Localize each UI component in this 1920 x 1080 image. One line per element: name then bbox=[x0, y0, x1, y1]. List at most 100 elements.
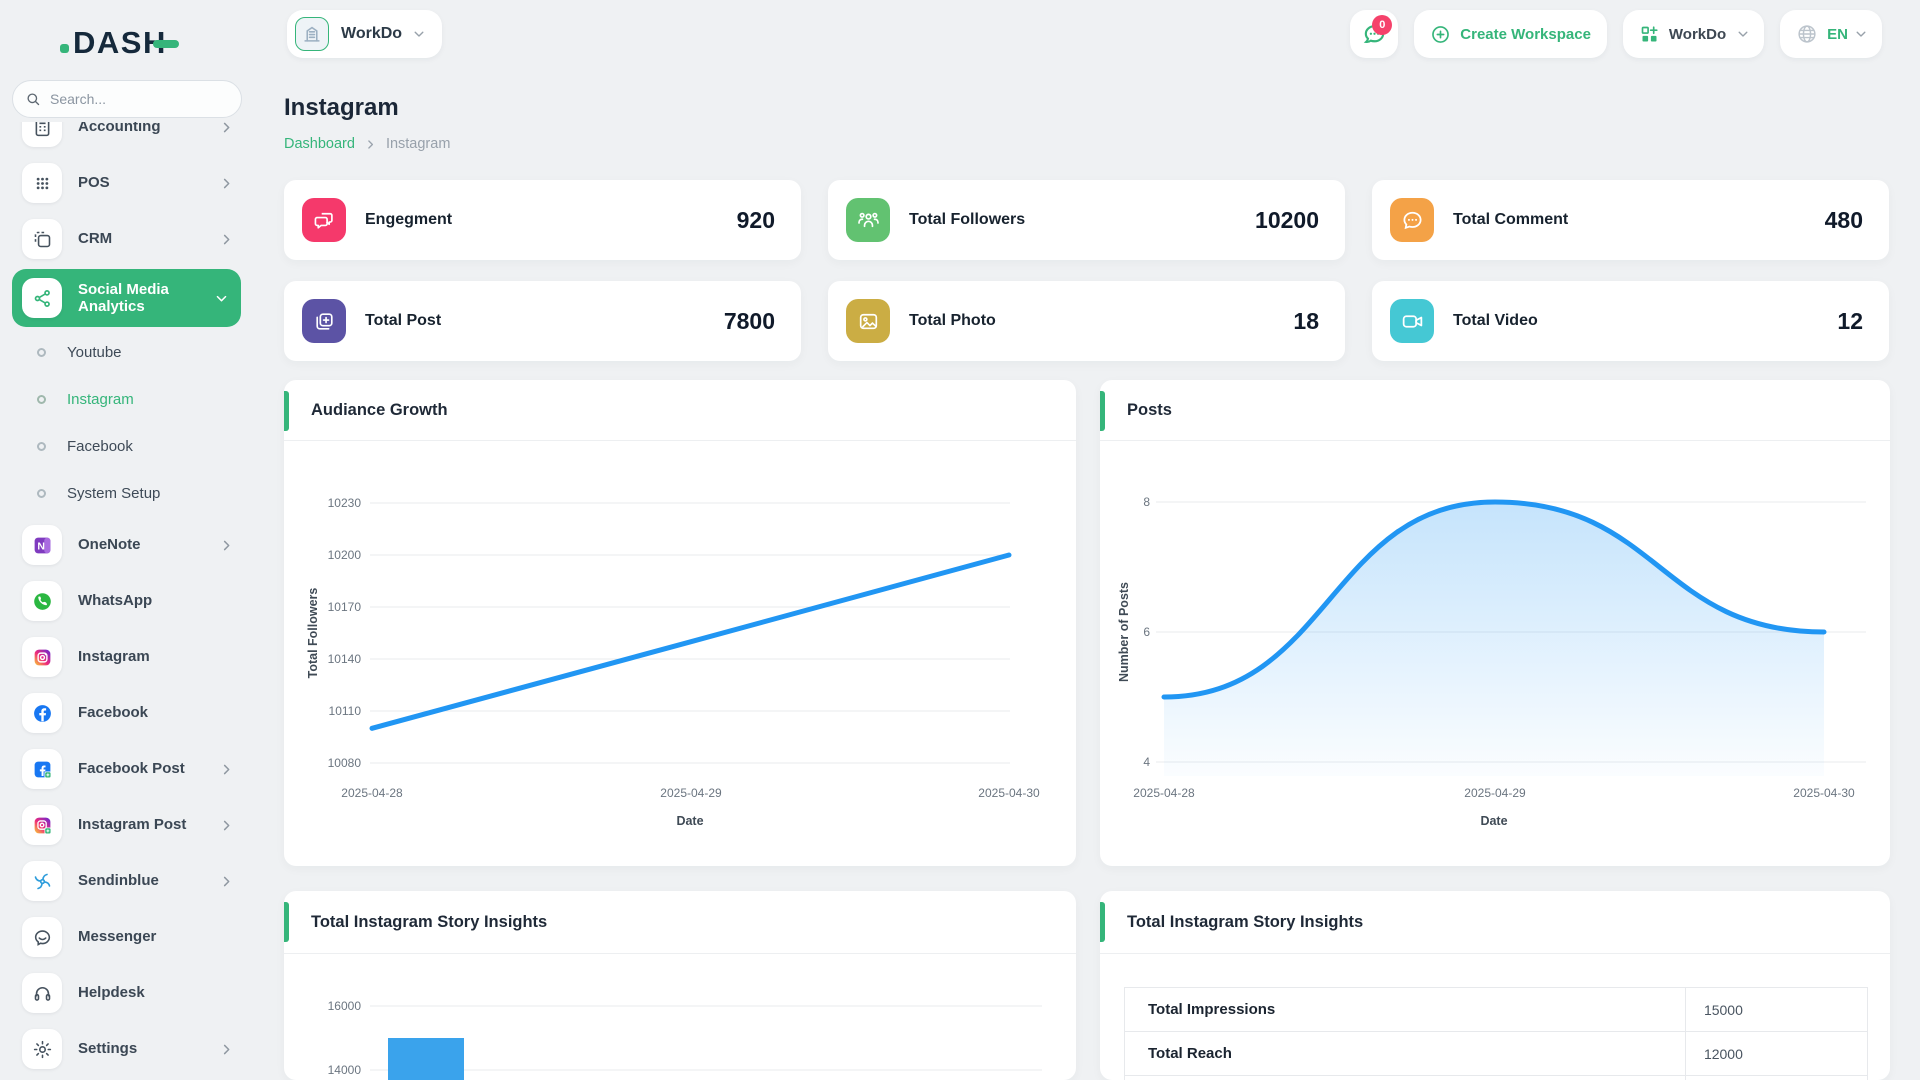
chevron-down-icon bbox=[1854, 27, 1868, 41]
chevron-right-icon bbox=[219, 762, 234, 777]
accent-bar bbox=[1100, 902, 1105, 942]
card-header: Total Instagram Story Insights bbox=[284, 891, 1076, 954]
logo-dash bbox=[152, 40, 179, 48]
stat-card-engegment[interactable]: Engegment 920 bbox=[284, 180, 801, 260]
sidebar-item-settings[interactable]: Settings bbox=[0, 1021, 254, 1077]
facebook-post-icon bbox=[22, 749, 62, 789]
svg-text:4: 4 bbox=[1143, 755, 1150, 769]
sidebar-item-label: WhatsApp bbox=[78, 592, 153, 610]
notifications-button[interactable]: 0 bbox=[1350, 10, 1399, 58]
workspace-switcher[interactable]: WorkDo bbox=[287, 10, 443, 58]
stat-label: Total Video bbox=[1453, 312, 1538, 329]
workspace-name: WorkDo bbox=[341, 25, 403, 42]
sidebar-item-label: Instagram Post bbox=[78, 816, 187, 834]
logo-dot bbox=[60, 43, 69, 53]
sidebar-item-onenote[interactable]: N OneNote bbox=[0, 517, 254, 573]
sidebar-item-facebook[interactable]: Facebook bbox=[0, 423, 254, 470]
plus-circle-icon bbox=[1430, 24, 1451, 45]
sidebar-item-pos[interactable]: POS bbox=[0, 155, 254, 211]
sidebar-item-label: Instagram bbox=[78, 648, 150, 666]
logo-text: DASH bbox=[73, 25, 167, 60]
workdo-menu-label: WorkDo bbox=[1668, 25, 1727, 43]
svg-text:10140: 10140 bbox=[328, 652, 362, 666]
sidebar-menu: Accounting POS CRM Social Media Analytics Yo… bbox=[0, 122, 254, 1080]
svg-text:2025-04-28: 2025-04-28 bbox=[341, 786, 403, 800]
sidebar-item-facebook[interactable]: Facebook bbox=[0, 685, 254, 741]
social-media-analytics-icon bbox=[32, 288, 53, 309]
chevron-right-icon bbox=[364, 138, 377, 151]
sidebar-item-label: Social Media Analytics bbox=[78, 280, 169, 315]
instagram-icon bbox=[32, 647, 53, 668]
table-row: Total Reach 12000 bbox=[1125, 1032, 1867, 1076]
create-workspace-button[interactable]: Create Workspace bbox=[1414, 10, 1607, 58]
settings-icon bbox=[32, 1039, 53, 1060]
chevron-right-icon bbox=[219, 176, 234, 191]
sidebar-item-label: CRM bbox=[78, 230, 113, 248]
svg-text:8: 8 bbox=[1143, 495, 1150, 509]
bullet-icon bbox=[37, 395, 46, 404]
stat-card-total-comment[interactable]: Total Comment 480 bbox=[1372, 180, 1889, 260]
chevron-right-icon bbox=[219, 1042, 234, 1057]
sidebar-item-sendinblue[interactable]: Sendinblue bbox=[0, 853, 254, 909]
instagram-post-icon bbox=[22, 805, 62, 845]
pos-icon bbox=[22, 163, 62, 203]
svg-text:2025-04-29: 2025-04-29 bbox=[660, 786, 722, 800]
sidebar-item-label: Facebook Post bbox=[78, 760, 185, 778]
card-title: Posts bbox=[1127, 400, 1172, 419]
sidebar: DASH Accounting POS CRM Social Media Analyt… bbox=[0, 0, 254, 1080]
sidebar-item-accounting[interactable]: Accounting bbox=[0, 122, 254, 155]
bullet-icon bbox=[37, 489, 46, 498]
sidebar-item-label: Settings bbox=[78, 1040, 138, 1058]
sidebar-item-label: Facebook bbox=[67, 438, 133, 455]
stat-value: 18 bbox=[1293, 307, 1319, 334]
onenote-icon: N bbox=[32, 535, 53, 556]
card-title: Total Instagram Story Insights bbox=[311, 912, 548, 931]
chevron-right-icon bbox=[219, 818, 234, 833]
instagram-icon bbox=[22, 637, 62, 677]
stat-card-total-post[interactable]: Total Post 7800 bbox=[284, 281, 801, 361]
sidebar-item-facebook-post[interactable]: Facebook Post bbox=[0, 741, 254, 797]
svg-text:Number of Posts: Number of Posts bbox=[1117, 582, 1131, 682]
table-row-label: Total Reach bbox=[1125, 1032, 1686, 1075]
stat-card-total-photo[interactable]: Total Photo 18 bbox=[828, 281, 1345, 361]
search-icon bbox=[25, 91, 41, 107]
story-insights-chart-card: Total Instagram Story Insights 16000 1400… bbox=[284, 891, 1076, 1080]
sidebar-item-helpdesk[interactable]: Helpdesk bbox=[0, 965, 254, 1021]
svg-text:10080: 10080 bbox=[328, 756, 362, 770]
sidebar-item-instagram[interactable]: Instagram bbox=[0, 629, 254, 685]
svg-text:Date: Date bbox=[1480, 814, 1507, 828]
sidebar-item-label: POS bbox=[78, 174, 110, 192]
sidebar-item-instagram-post[interactable]: Instagram Post bbox=[0, 797, 254, 853]
sidebar-item-label: Helpdesk bbox=[78, 984, 145, 1002]
followers-icon bbox=[846, 198, 890, 242]
sidebar-item-crm[interactable]: CRM bbox=[0, 211, 254, 267]
stat-label: Engegment bbox=[365, 211, 453, 228]
card-header: Total Instagram Story Insights bbox=[1100, 891, 1890, 954]
app-logo[interactable]: DASH bbox=[60, 22, 179, 64]
language-selector[interactable]: EN bbox=[1780, 10, 1882, 58]
svg-text:10200: 10200 bbox=[328, 548, 362, 562]
sidebar-item-messenger[interactable]: Messenger bbox=[0, 909, 254, 965]
sidebar-item-youtube[interactable]: Youtube bbox=[0, 329, 254, 376]
sidebar-item-social-media-analytics[interactable]: Social Media Analytics bbox=[12, 269, 241, 327]
breadcrumb-dashboard-link[interactable]: Dashboard bbox=[284, 136, 355, 152]
stat-card-total-followers[interactable]: Total Followers 10200 bbox=[828, 180, 1345, 260]
sidebar-item-whatsapp[interactable]: WhatsApp bbox=[0, 573, 254, 629]
settings-icon bbox=[22, 1029, 62, 1069]
workdo-menu-button[interactable]: WorkDo bbox=[1622, 10, 1765, 58]
messenger-icon bbox=[32, 927, 53, 948]
svg-text:16000: 16000 bbox=[328, 999, 362, 1013]
chevron-down-icon bbox=[1736, 27, 1750, 41]
sidebar-item-system-setup[interactable]: System Setup bbox=[0, 470, 254, 517]
engagement-icon bbox=[302, 198, 346, 242]
svg-text:N: N bbox=[37, 540, 45, 552]
stat-value: 12 bbox=[1837, 307, 1863, 334]
messenger-icon bbox=[22, 917, 62, 957]
search-box[interactable] bbox=[12, 80, 242, 118]
stat-card-total-video[interactable]: Total Video 12 bbox=[1372, 281, 1889, 361]
search-input[interactable] bbox=[50, 91, 229, 107]
chevron-right-icon bbox=[219, 232, 234, 247]
crm-icon bbox=[22, 219, 62, 259]
onenote-icon: N bbox=[22, 525, 62, 565]
sidebar-item-instagram[interactable]: Instagram bbox=[0, 376, 254, 423]
